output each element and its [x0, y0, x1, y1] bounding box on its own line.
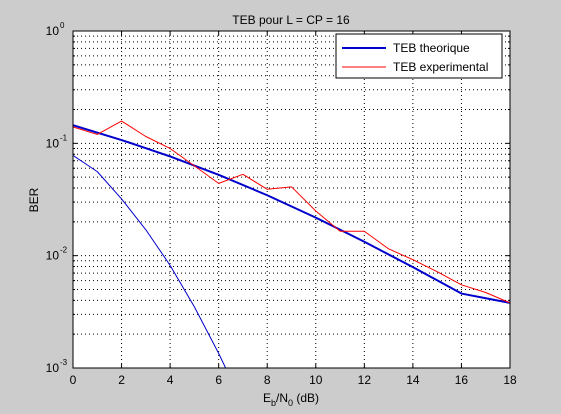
ticks [72, 31, 511, 369]
x-axis-label-sub1: b [271, 398, 276, 408]
x-tick-label: 14 [406, 373, 420, 387]
y-tick-label: 10 [46, 249, 60, 263]
x-tick-label: 2 [118, 373, 125, 387]
legend-label-experimental: TEB experimental [393, 60, 488, 74]
legend: TEB theorique TEB experimental [335, 33, 503, 79]
legend-box [335, 33, 503, 79]
y-axis-label: BER [27, 187, 41, 212]
x-tick-label: 10 [309, 373, 323, 387]
chart-title: TEB pour L = CP = 16 [232, 13, 350, 27]
series-teb-experimental-line [73, 120, 510, 304]
x-tick-label: 6 [215, 373, 222, 387]
y-tick-label-exponent: -1 [60, 133, 68, 142]
x-axis-label-mid: /N [276, 391, 288, 405]
y-tick-label-exponent: 0 [60, 21, 65, 30]
y-tick-label-exponent: -3 [60, 358, 68, 367]
axes-background [73, 31, 510, 368]
x-axis-label-tail: (dB) [293, 391, 319, 405]
x-axis-label-sub2: 0 [288, 398, 293, 408]
y-tick-label: 10 [46, 136, 60, 150]
axes-frame [72, 30, 511, 369]
y-tick-label-exponent: -2 [60, 246, 68, 255]
x-tick-label: 4 [167, 373, 174, 387]
x-axis-label-base: E [263, 391, 271, 405]
x-tick-label: 18 [503, 373, 517, 387]
x-tick-label: 16 [455, 373, 469, 387]
x-axis-label: Eb/N0 (dB) [263, 391, 319, 408]
plot-area [73, 120, 510, 368]
series-2-line [73, 155, 240, 368]
x-tick-label: 0 [70, 373, 77, 387]
y-tick-label: 10 [46, 24, 60, 38]
y-tick-label: 10 [46, 361, 60, 375]
series-teb-theorique-line [73, 124, 510, 304]
x-tick-label: 8 [264, 373, 271, 387]
x-tick-label: 12 [358, 373, 372, 387]
legend-label-theorique: TEB theorique [393, 41, 470, 55]
